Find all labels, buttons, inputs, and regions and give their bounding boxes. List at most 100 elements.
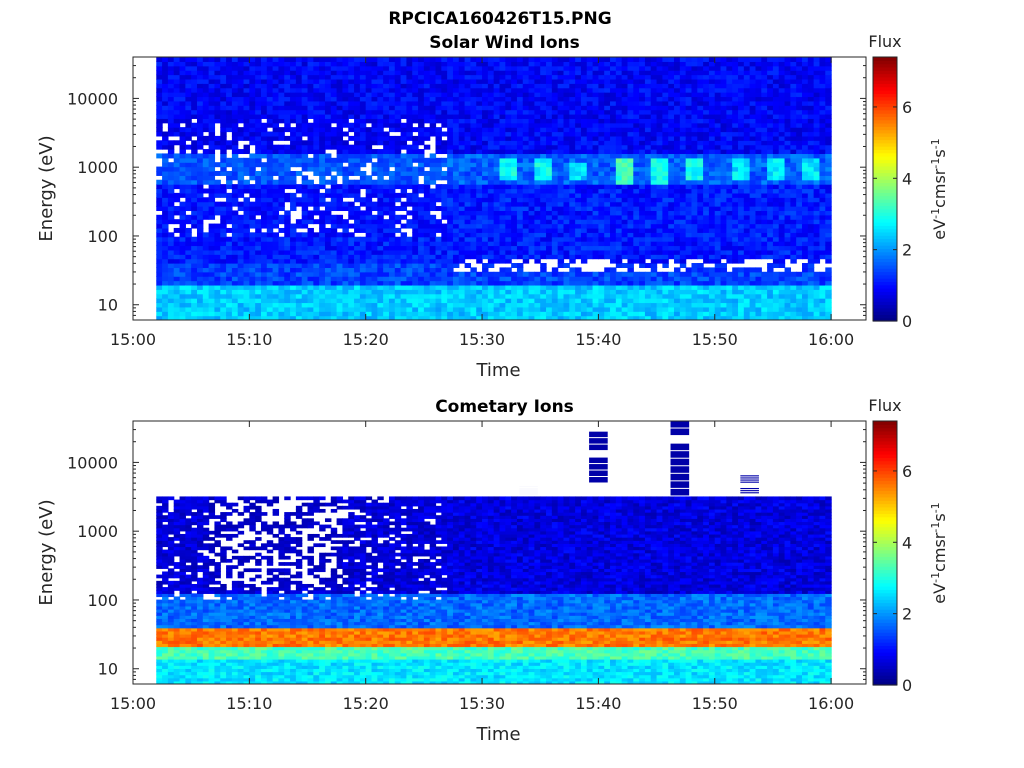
spectrogram-cell <box>388 192 396 198</box>
spectrogram-cell <box>493 293 501 299</box>
spectrogram-cell <box>610 92 617 98</box>
spectrogram-cell <box>231 65 239 71</box>
spectrogram-cell <box>214 311 221 317</box>
spectrogram-cell <box>394 184 402 190</box>
spectrogram-cell <box>580 170 588 176</box>
spectrogram-cell <box>342 109 349 115</box>
spectrogram-cell <box>458 74 466 80</box>
spectrogram-cell <box>255 302 262 308</box>
spectrogram-cell <box>557 201 565 207</box>
spectrogram-cell <box>563 57 570 62</box>
spectrogram-cell <box>633 70 640 76</box>
spectrogram-cell <box>173 249 181 255</box>
spectrogram-cell <box>540 249 547 255</box>
spectrogram-cell <box>580 74 588 80</box>
spectrogram-cell <box>563 162 570 168</box>
spectrogram-cell <box>284 135 291 141</box>
spectrogram-cell <box>429 298 437 304</box>
spectrogram-cell <box>365 306 373 312</box>
spectrogram-cell <box>429 311 437 317</box>
spectrogram-cell <box>214 284 221 290</box>
spectrogram-cell <box>255 135 262 141</box>
spectrogram-cell <box>476 105 483 111</box>
spectrogram-cell <box>284 280 291 286</box>
spectrogram-cell <box>499 61 506 67</box>
spectrogram-cell <box>202 179 210 185</box>
spectrogram-cell <box>266 61 274 67</box>
spectrogram-cell <box>179 179 186 185</box>
spectrogram-cell <box>615 65 623 71</box>
spectrogram-cell <box>255 241 262 247</box>
spectrogram-cell <box>301 92 309 98</box>
spectrogram-cell <box>540 74 547 80</box>
spectrogram-cell <box>464 127 472 133</box>
spectrogram-cell <box>196 61 204 67</box>
spectrogram-cell <box>441 118 448 124</box>
spectrogram-cell <box>377 267 384 273</box>
spectrogram-cell <box>476 214 483 220</box>
spectrogram-cell <box>249 236 256 242</box>
spectrogram-cell <box>400 113 408 119</box>
spectrogram-cell <box>220 105 227 111</box>
spectrogram-cell <box>284 96 291 102</box>
spectrogram-cell <box>156 197 163 203</box>
spectrogram-cell <box>528 284 536 290</box>
spectrogram-cell <box>534 254 541 260</box>
spectrogram-cell <box>644 144 652 150</box>
spectrogram-cell <box>499 162 506 168</box>
spectrogram-cell <box>179 276 186 282</box>
spectrogram-cell <box>621 65 629 71</box>
spectrogram-cell <box>464 197 472 203</box>
spectrogram-cell <box>604 157 611 163</box>
spectrogram-cell <box>185 276 192 282</box>
spectrogram-cell <box>452 175 460 181</box>
spectrogram-cell <box>516 267 524 273</box>
spectrogram-cell <box>313 74 320 80</box>
spectrogram-cell <box>662 223 669 229</box>
spectrogram-cell <box>278 113 285 119</box>
spectrogram-cell <box>243 96 250 102</box>
spectrogram-cell <box>313 263 320 268</box>
spectrogram-cell <box>580 293 588 299</box>
spectrogram-cell <box>359 280 367 286</box>
spectrogram-cell <box>313 92 320 98</box>
spectrogram-cell <box>272 122 280 128</box>
spectrogram-cell <box>388 65 396 71</box>
spectrogram-cell <box>429 70 437 76</box>
spectrogram-cell <box>156 254 163 260</box>
spectrogram-cell <box>429 254 437 260</box>
spectrogram-cell <box>540 214 547 220</box>
spectrogram-cell <box>627 100 634 106</box>
spectrogram-cell <box>644 153 652 159</box>
spectrogram-cell <box>173 315 181 320</box>
spectrogram-cell <box>162 83 169 89</box>
spectrogram-cell <box>569 241 576 247</box>
spectrogram-cell <box>551 162 559 168</box>
spectrogram-cell <box>639 74 646 80</box>
spectrogram-cell <box>656 162 663 168</box>
spectrogram-cell <box>522 315 530 320</box>
spectrogram-cell <box>464 302 472 308</box>
spectrogram-cell <box>330 201 338 207</box>
spectrogram-cell <box>290 162 297 168</box>
spectrogram-cell <box>656 284 663 290</box>
spectrogram-cell <box>301 78 309 84</box>
spectrogram-cell <box>470 315 477 320</box>
spectrogram-cell <box>266 100 274 106</box>
spectrogram-cell <box>540 149 547 155</box>
spectrogram-cell <box>580 201 588 207</box>
spectrogram-cell <box>173 131 181 137</box>
spectrogram-cell <box>610 118 617 124</box>
spectrogram-cell <box>383 197 390 203</box>
spectrogram-cell <box>342 188 349 194</box>
spectrogram-cell <box>546 122 553 128</box>
spectrogram-cell <box>604 113 611 119</box>
spectrogram-cell <box>196 236 204 242</box>
spectrogram-cell <box>255 280 262 286</box>
spectrogram-cell <box>330 144 338 150</box>
spectrogram-cell <box>586 245 594 251</box>
spectrogram-cell <box>348 271 355 277</box>
spectrogram-cell <box>429 223 437 229</box>
spectrogram-cell <box>487 83 495 89</box>
spectrogram-cell <box>522 184 530 190</box>
